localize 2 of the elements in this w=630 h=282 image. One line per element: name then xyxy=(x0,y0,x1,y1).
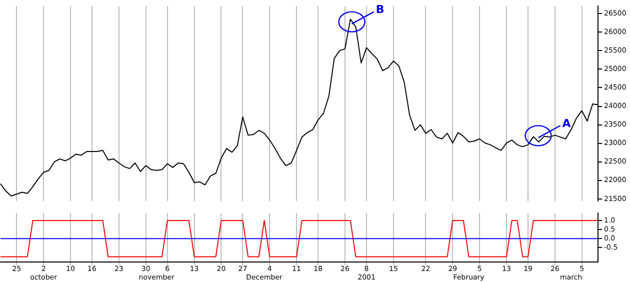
annotation: A xyxy=(562,116,571,130)
annotation: B xyxy=(376,2,384,16)
